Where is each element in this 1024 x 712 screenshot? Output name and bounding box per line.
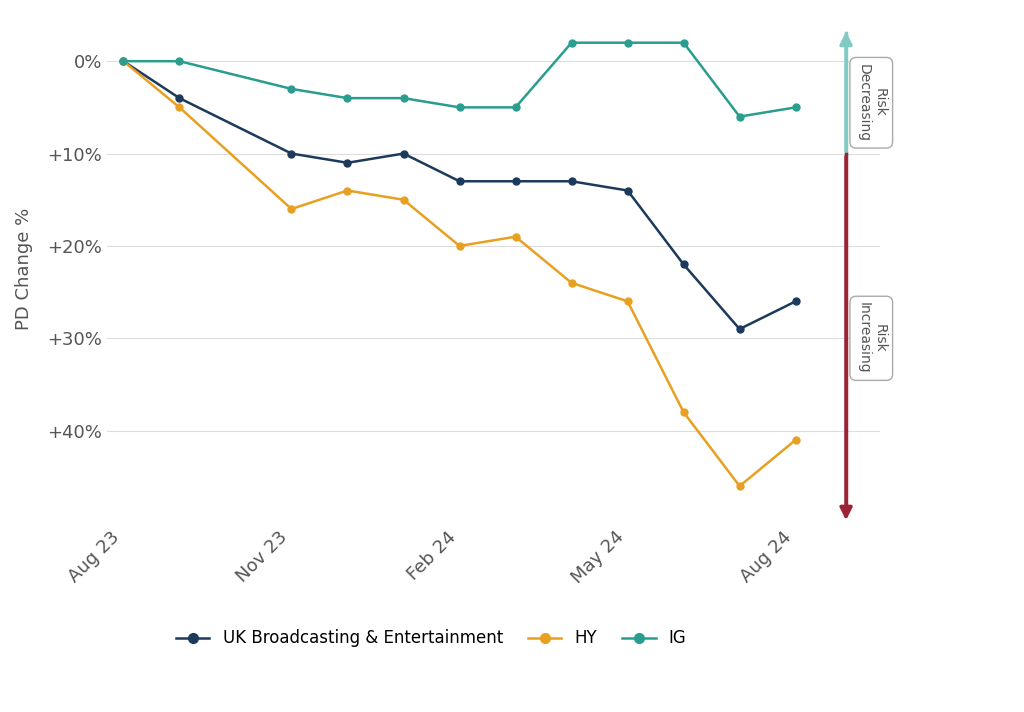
IG — [118, 57, 130, 66]
HY — [565, 278, 578, 287]
Line: UK Broadcasting & Entertainment: UK Broadcasting & Entertainment — [120, 58, 799, 333]
UK Broadcasting & Entertainment — [173, 94, 185, 103]
UK Broadcasting & Entertainment — [565, 177, 578, 186]
IG — [622, 38, 634, 47]
UK Broadcasting & Entertainment — [733, 325, 745, 333]
UK Broadcasting & Entertainment — [790, 297, 802, 305]
IG — [678, 38, 690, 47]
HY — [397, 196, 410, 204]
HY — [118, 57, 130, 66]
HY — [733, 482, 745, 491]
IG — [173, 57, 185, 66]
UK Broadcasting & Entertainment — [454, 177, 466, 186]
Text: Risk
Decreasing: Risk Decreasing — [856, 63, 887, 142]
Line: IG: IG — [120, 39, 799, 120]
HY — [678, 408, 690, 417]
Line: HY: HY — [120, 58, 799, 490]
IG — [397, 94, 410, 103]
IG — [790, 103, 802, 112]
IG — [454, 103, 466, 112]
UK Broadcasting & Entertainment — [341, 159, 353, 167]
UK Broadcasting & Entertainment — [397, 150, 410, 158]
UK Broadcasting & Entertainment — [678, 260, 690, 268]
IG — [509, 103, 521, 112]
HY — [454, 241, 466, 250]
Text: Risk
Increasing: Risk Increasing — [856, 303, 887, 374]
HY — [341, 187, 353, 195]
HY — [790, 436, 802, 444]
HY — [622, 297, 634, 305]
HY — [173, 103, 185, 112]
Legend: UK Broadcasting & Entertainment, HY, IG: UK Broadcasting & Entertainment, HY, IG — [169, 623, 693, 654]
Y-axis label: PD Change %: PD Change % — [15, 208, 33, 330]
IG — [341, 94, 353, 103]
HY — [286, 205, 298, 214]
IG — [733, 112, 745, 121]
UK Broadcasting & Entertainment — [118, 57, 130, 66]
UK Broadcasting & Entertainment — [509, 177, 521, 186]
IG — [286, 85, 298, 93]
IG — [565, 38, 578, 47]
HY — [509, 232, 521, 241]
UK Broadcasting & Entertainment — [622, 187, 634, 195]
UK Broadcasting & Entertainment — [286, 150, 298, 158]
